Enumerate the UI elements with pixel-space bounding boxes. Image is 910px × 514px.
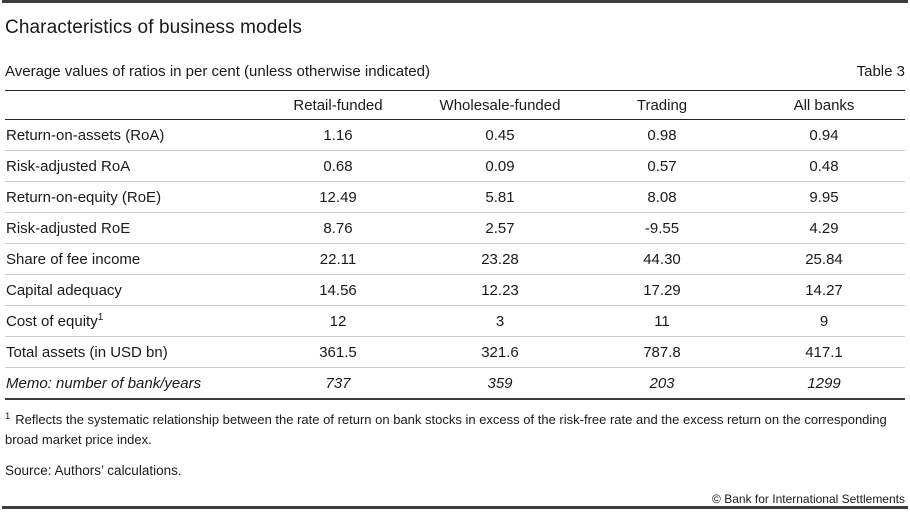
table-row-risk-adjusted-roa: Risk-adjusted RoA 0.68 0.09 0.57 0.48 — [5, 150, 905, 182]
cell-value: 9 — [743, 305, 905, 337]
table-row-risk-adjusted-roe: Risk-adjusted RoE 8.76 2.57 -9.55 4.29 — [5, 212, 905, 244]
table-header-row: Retail-funded Wholesale-funded Trading A… — [5, 90, 905, 120]
row-label: Total assets (in USD bn) — [5, 336, 257, 368]
source-line: Source: Authors’ calculations. — [5, 463, 182, 479]
cell-value: 0.94 — [743, 119, 905, 151]
page-title: Characteristics of business models — [5, 17, 302, 38]
cell-value: 203 — [649, 374, 675, 392]
copyright-line: © Bank for International Settlements — [712, 492, 905, 507]
row-label: Capital adequacy — [5, 274, 257, 306]
table-row-return-on-assets: Return-on-assets (RoA) 1.16 0.45 0.98 0.… — [5, 119, 905, 151]
cell-value: 0.57 — [581, 150, 743, 182]
row-label: Risk-adjusted RoA — [5, 150, 257, 182]
footnote: 1 Reflects the systematic relationship be… — [5, 410, 905, 450]
cell-value: 4.29 — [743, 212, 905, 244]
column-header-all-banks: All banks — [743, 90, 905, 120]
table-row-capital-adequacy: Capital adequacy 14.56 12.23 17.29 14.27 — [5, 274, 905, 306]
page-bottom-rule — [2, 506, 908, 509]
column-header-empty — [5, 90, 257, 120]
cell-value: 359 — [487, 374, 513, 392]
row-label: Return-on-assets (RoA) — [5, 119, 257, 151]
cell-value: 17.29 — [581, 274, 743, 306]
table-row-return-on-equity: Return-on-equity (RoE) 12.49 5.81 8.08 9… — [5, 181, 905, 213]
cell-value: 12 — [257, 305, 419, 337]
cell-value: 737 — [325, 374, 351, 392]
cell-value: 361.5 — [257, 336, 419, 368]
business-models-table: Retail-funded Wholesale-funded Trading A… — [5, 90, 905, 400]
page-top-rule — [2, 0, 908, 3]
row-label-text: Cost of equity — [6, 312, 98, 330]
row-label: Risk-adjusted RoE — [5, 212, 257, 244]
cell-value: 25.84 — [743, 243, 905, 275]
column-header-retail-funded: Retail-funded — [257, 90, 419, 120]
row-label: Share of fee income — [5, 243, 257, 275]
footnote-text: Reflects the systematic relationship bet… — [5, 412, 887, 448]
table-row-total-assets: Total assets (in USD bn) 361.5 321.6 787… — [5, 336, 905, 368]
cell-value: 12.23 — [419, 274, 581, 306]
column-header-trading: Trading — [581, 90, 743, 120]
cell-value: 321.6 — [419, 336, 581, 368]
cell-value: 0.98 — [581, 119, 743, 151]
cell-value: 0.09 — [419, 150, 581, 182]
row-label: Return-on-equity (RoE) — [5, 181, 257, 213]
cell-value: 9.95 — [743, 181, 905, 213]
subtitle-row: Average values of ratios in per cent (un… — [5, 63, 905, 80]
cell-value: 8.08 — [581, 181, 743, 213]
cell-value: 11 — [581, 305, 743, 337]
table-subtitle: Average values of ratios in per cent (un… — [5, 63, 430, 80]
row-label: Cost of equity1 — [5, 305, 257, 337]
cell-value: -9.55 — [581, 212, 743, 244]
footnote-marker: 1 — [5, 410, 11, 422]
cell-value: 417.1 — [743, 336, 905, 368]
cell-value: 8.76 — [257, 212, 419, 244]
cell-value: 14.56 — [257, 274, 419, 306]
cell-value: 44.30 — [581, 243, 743, 275]
table-row-share-of-fee-income: Share of fee income 22.11 23.28 44.30 25… — [5, 243, 905, 275]
cell-value: 12.49 — [257, 181, 419, 213]
row-label: Memo: number of bank/years — [6, 374, 202, 392]
cell-value: 2.57 — [419, 212, 581, 244]
cell-value: 0.48 — [743, 150, 905, 182]
column-header-wholesale-funded: Wholesale-funded — [419, 90, 581, 120]
table-row-memo-bank-years: Memo: number of bank/years 737 359 203 1… — [5, 368, 905, 400]
cell-value: 0.45 — [419, 119, 581, 151]
cell-value: 3 — [419, 305, 581, 337]
table-row-cost-of-equity: Cost of equity1 12 3 11 9 — [5, 305, 905, 337]
cell-value: 0.68 — [257, 150, 419, 182]
footnote-ref-icon: 1 — [97, 311, 104, 323]
table-number: Table 3 — [856, 63, 905, 80]
cell-value: 1.16 — [257, 119, 419, 151]
cell-value: 1299 — [807, 374, 841, 392]
cell-value: 5.81 — [419, 181, 581, 213]
cell-value: 787.8 — [581, 336, 743, 368]
cell-value: 23.28 — [419, 243, 581, 275]
cell-value: 14.27 — [743, 274, 905, 306]
cell-value: 22.11 — [257, 243, 419, 275]
